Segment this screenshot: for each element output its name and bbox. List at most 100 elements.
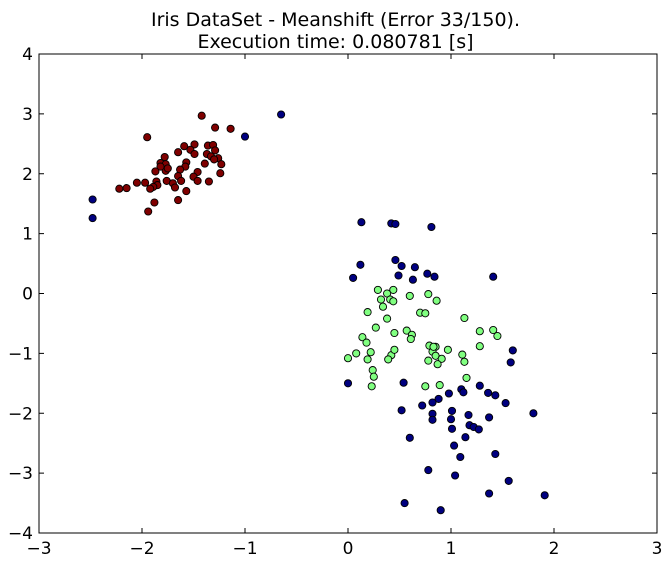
- scatter-point: [190, 140, 199, 149]
- scatter-point: [451, 471, 460, 480]
- scatter-point: [436, 506, 445, 515]
- scatter-point: [489, 325, 498, 335]
- scatter-point: [460, 313, 469, 323]
- scatter-point: [150, 198, 159, 207]
- scatter-point: [182, 187, 191, 196]
- scatter-point: [88, 214, 97, 223]
- scatter-point: [397, 261, 406, 271]
- scatter-point: [475, 327, 484, 336]
- scatter-point: [363, 308, 372, 317]
- scatter-point: [485, 413, 494, 422]
- scatter-point: [461, 433, 470, 442]
- scatter-point: [456, 452, 465, 462]
- points-layer: [88, 110, 549, 515]
- scatter-point: [115, 184, 124, 193]
- scatter-point: [418, 401, 427, 410]
- scatter-point: [429, 342, 438, 351]
- scatter-point: [180, 142, 189, 151]
- scatter-point: [163, 164, 172, 173]
- scatter-point: [343, 354, 353, 363]
- y-tick-label: −1: [8, 344, 33, 364]
- scatter-point: [399, 378, 408, 387]
- scatter-point: [156, 162, 165, 171]
- scatter-point: [362, 338, 371, 347]
- scatter-point: [430, 272, 439, 281]
- chart-title-line-2: Execution time: 0.080781 [s]: [197, 31, 474, 53]
- scatter-point: [450, 441, 459, 450]
- scatter-point: [405, 291, 414, 300]
- scatter-point: [443, 345, 452, 354]
- scatter-point: [389, 285, 398, 294]
- scatter-point: [174, 196, 183, 205]
- scatter-point: [394, 271, 403, 280]
- scatter-point: [366, 348, 375, 357]
- y-tick-label: 4: [22, 45, 33, 65]
- scatter-point: [402, 326, 411, 335]
- scatter-point: [475, 381, 484, 390]
- scatter-point: [491, 391, 500, 400]
- scatter-point: [391, 219, 400, 229]
- scatter-point: [433, 360, 442, 369]
- scatter-point: [144, 207, 153, 216]
- scatter-point: [489, 272, 498, 281]
- scatter-point: [216, 169, 225, 178]
- scatter-point: [424, 290, 433, 299]
- scatter-point: [358, 333, 367, 342]
- scatter-point: [132, 178, 141, 187]
- scatter-point: [200, 159, 209, 168]
- scatter-point: [217, 160, 226, 169]
- scatter-point: [484, 388, 493, 397]
- y-tick-label: 3: [22, 105, 33, 125]
- scatter-point: [390, 345, 399, 354]
- y-tick-label: −4: [8, 524, 33, 544]
- y-tick-label: 0: [22, 285, 33, 305]
- y-tick-label: −2: [8, 404, 33, 424]
- scatter-point: [485, 489, 494, 498]
- scatter-point: [122, 184, 131, 193]
- scatter-point: [190, 149, 199, 159]
- scatter-point: [151, 167, 160, 176]
- scatter-point: [421, 382, 430, 391]
- scatter-point: [357, 218, 366, 227]
- scatter-point: [197, 111, 206, 120]
- scatter-point: [204, 177, 213, 186]
- scatter-point: [421, 309, 430, 318]
- scatter-point: [369, 372, 378, 381]
- scatter-point: [226, 124, 235, 133]
- scatter-point: [141, 178, 150, 187]
- scatter-point: [88, 195, 97, 204]
- x-tick-label: 2: [549, 539, 560, 559]
- scatter-point: [506, 358, 515, 367]
- scatter-point: [367, 382, 376, 391]
- scatter-point: [146, 184, 155, 193]
- scatter-point: [391, 255, 400, 265]
- scatter-point: [464, 410, 473, 420]
- scatter-point: [540, 491, 549, 500]
- x-tick-label: 3: [652, 539, 663, 559]
- scatter-point: [211, 123, 220, 132]
- scatter-point: [437, 354, 446, 363]
- scatter-point: [444, 389, 453, 398]
- x-tick-label: 1: [446, 539, 457, 559]
- scatter-point: [343, 379, 353, 388]
- scatter-point: [423, 269, 432, 278]
- x-tick-label: −2: [129, 539, 154, 559]
- scatter-point: [460, 357, 469, 366]
- scatter-point: [193, 176, 202, 185]
- scatter-point: [529, 409, 538, 418]
- scatter-point: [435, 381, 444, 390]
- scatter-point: [373, 285, 382, 294]
- scatter-point: [240, 132, 250, 141]
- scatter-point: [390, 328, 399, 338]
- scatter-point: [277, 110, 286, 119]
- y-tick-label: −3: [8, 464, 33, 484]
- scatter-point: [143, 133, 152, 142]
- scatter-point: [508, 346, 517, 355]
- scatter-point: [378, 302, 388, 311]
- scatter-point: [424, 356, 433, 365]
- scatter-point: [405, 433, 414, 442]
- y-tick-label: 1: [22, 225, 33, 245]
- chart-title-line-1: Iris DataSet - Meanshift (Error 33/150).: [150, 9, 521, 31]
